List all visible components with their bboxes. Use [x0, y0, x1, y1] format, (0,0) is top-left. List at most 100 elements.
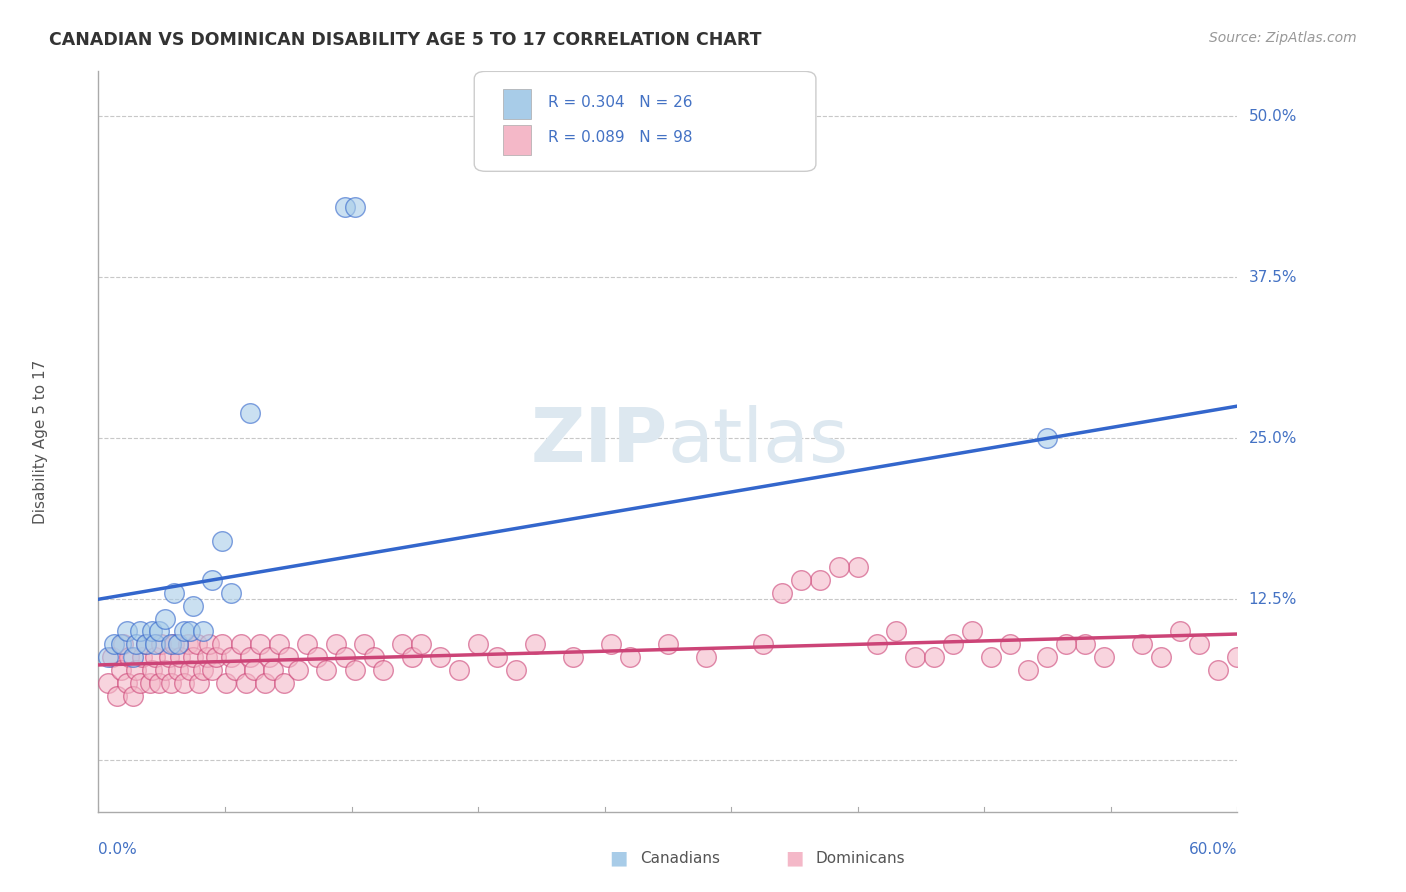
Point [239, 650, 262, 665]
Point [115, 676, 138, 690]
Point [135, 637, 157, 651]
Point [110, 637, 132, 651]
Point [884, 624, 907, 639]
Point [173, 624, 195, 639]
Text: Source: ZipAtlas.com: Source: ZipAtlas.com [1209, 31, 1357, 45]
Point [1036, 650, 1059, 665]
Text: 60.0%: 60.0% [1189, 842, 1237, 857]
Point [371, 663, 394, 677]
Point [325, 637, 347, 651]
Point [235, 676, 257, 690]
Point [135, 637, 157, 651]
Point [998, 637, 1021, 651]
Text: 0.0%: 0.0% [98, 842, 138, 857]
Point [179, 624, 201, 639]
Point [524, 637, 547, 651]
Point [259, 650, 281, 665]
Point [224, 663, 246, 677]
Text: ■: ■ [785, 848, 804, 868]
Point [343, 663, 366, 677]
Point [179, 663, 201, 677]
Point [201, 573, 224, 587]
Point [846, 560, 869, 574]
Point [1208, 663, 1230, 677]
Point [125, 637, 148, 651]
Point [486, 650, 509, 665]
Text: Dominicans: Dominicans [815, 851, 905, 865]
Point [159, 637, 181, 651]
Point [254, 676, 277, 690]
Point [167, 637, 190, 651]
Point [391, 637, 413, 651]
Point [214, 676, 236, 690]
Point [243, 663, 266, 677]
Point [1188, 637, 1211, 651]
Point [97, 676, 120, 690]
Point [211, 637, 233, 651]
Point [1074, 637, 1097, 651]
Point [904, 650, 927, 665]
Point [305, 650, 328, 665]
Point [97, 650, 120, 665]
Point [141, 624, 163, 639]
Point [1056, 637, 1078, 651]
Point [335, 200, 357, 214]
Point [1150, 650, 1173, 665]
Point [277, 650, 299, 665]
Text: R = 0.089   N = 98: R = 0.089 N = 98 [548, 130, 693, 145]
Point [176, 637, 198, 651]
Point [828, 560, 851, 574]
Point [979, 650, 1001, 665]
Point [138, 676, 160, 690]
Point [211, 534, 233, 549]
Point [118, 650, 141, 665]
Point [449, 663, 471, 677]
Point [121, 689, 143, 703]
Point [505, 663, 527, 677]
Point [125, 663, 148, 677]
Point [866, 637, 889, 651]
Point [808, 573, 831, 587]
Point [1226, 650, 1249, 665]
Point [159, 676, 181, 690]
Point [197, 637, 219, 651]
Point [100, 650, 122, 665]
Point [922, 650, 945, 665]
Point [115, 624, 138, 639]
Text: Disability Age 5 to 17: Disability Age 5 to 17 [32, 359, 48, 524]
Text: 50.0%: 50.0% [1249, 109, 1296, 124]
Point [267, 637, 290, 651]
Point [752, 637, 775, 651]
Point [148, 676, 170, 690]
Text: ■: ■ [609, 848, 628, 868]
Point [153, 663, 176, 677]
Point [600, 637, 623, 651]
Point [942, 637, 965, 651]
Text: 25.0%: 25.0% [1249, 431, 1296, 446]
Point [103, 637, 125, 651]
Point [467, 637, 489, 651]
Text: atlas: atlas [668, 405, 849, 478]
Text: 12.5%: 12.5% [1249, 591, 1296, 607]
Point [229, 637, 252, 651]
Point [205, 650, 228, 665]
Point [129, 624, 152, 639]
Point [1036, 431, 1059, 445]
Point [657, 637, 679, 651]
Point [131, 650, 153, 665]
Point [112, 637, 135, 651]
Point [107, 689, 129, 703]
Point [262, 663, 284, 677]
Point [186, 637, 208, 651]
Point [183, 650, 205, 665]
Point [163, 637, 186, 651]
Point [619, 650, 641, 665]
Point [695, 650, 717, 665]
Point [411, 637, 433, 651]
Point [110, 663, 132, 677]
Point [173, 676, 195, 690]
Point [273, 676, 295, 690]
Point [239, 406, 262, 420]
Point [145, 637, 167, 651]
Point [195, 650, 218, 665]
